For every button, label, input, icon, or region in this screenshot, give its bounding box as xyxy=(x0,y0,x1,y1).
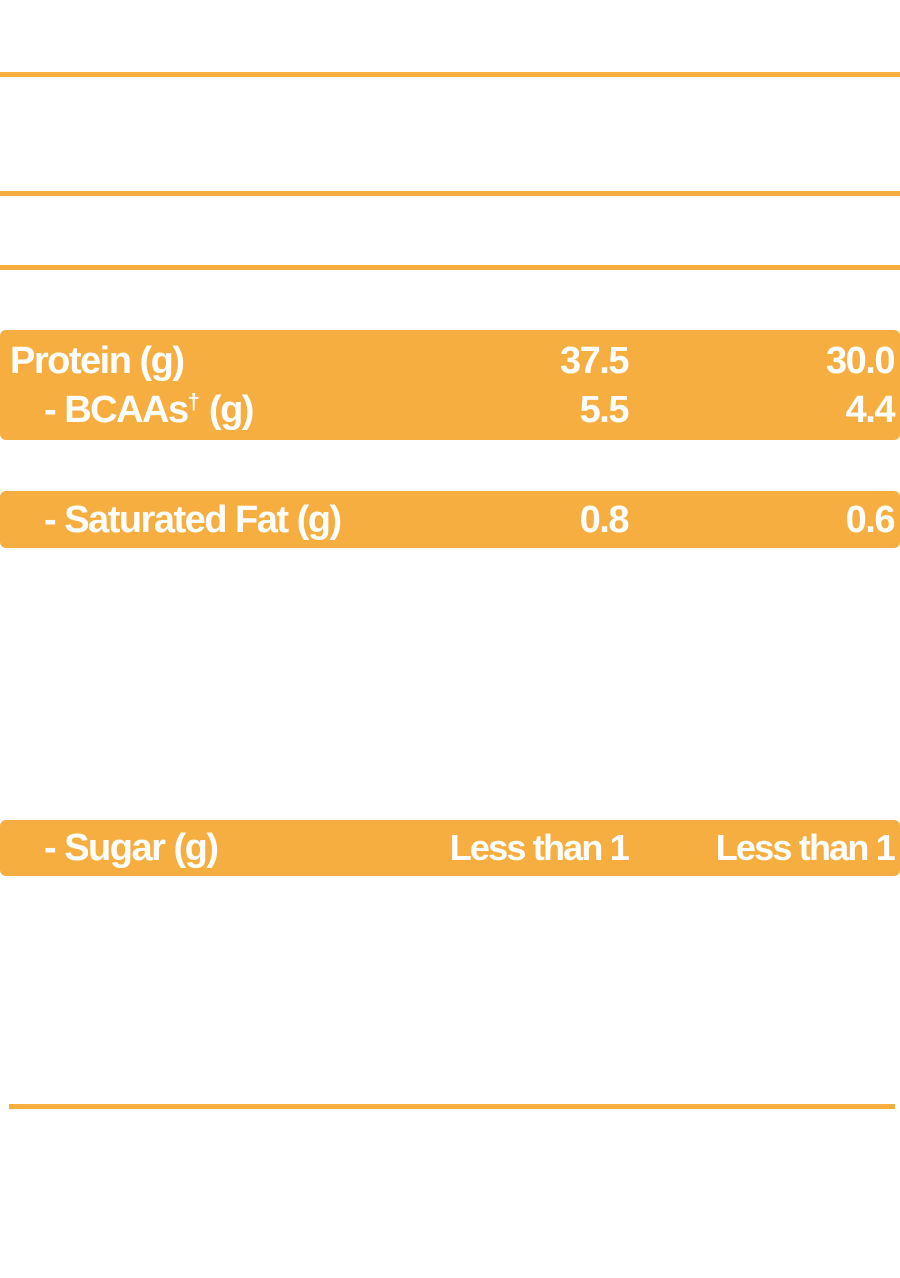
value-column-2: Less than 1 xyxy=(715,827,896,868)
nutrition-row-bcaas: - BCAAs† (g) 5.5 4.4 xyxy=(0,387,900,433)
nutrition-row-sugar: - Sugar (g) Less than 1 Less than 1 xyxy=(0,825,900,871)
value-column-1: 37.5 xyxy=(560,340,629,382)
value-column-1: 5.5 xyxy=(579,389,630,431)
row-label: - Saturated Fat (g) xyxy=(44,499,342,541)
divider-2 xyxy=(0,191,900,196)
row-label: Protein (g) xyxy=(10,340,185,382)
row-label: - BCAAs† (g) xyxy=(44,387,255,433)
dagger-footnote-mark: † xyxy=(187,389,200,414)
value-column-2: 4.4 xyxy=(845,389,896,431)
value-column-1: 0.8 xyxy=(579,499,630,541)
divider-top xyxy=(0,72,900,77)
row-label-text: - BCAAs xyxy=(44,389,189,431)
row-label: - Sugar (g) xyxy=(44,827,219,869)
divider-3 xyxy=(0,265,900,270)
highlight-band-saturated-fat: - Saturated Fat (g) 0.8 0.6 xyxy=(0,491,900,548)
highlight-band-protein: Protein (g) 37.5 30.0 - BCAAs† (g) 5.5 4… xyxy=(0,330,900,440)
nutrition-row-protein: Protein (g) 37.5 30.0 xyxy=(0,338,900,384)
value-column-1: Less than 1 xyxy=(449,827,630,868)
nutrition-row-saturated-fat: - Saturated Fat (g) 0.8 0.6 xyxy=(0,497,900,543)
divider-bottom xyxy=(9,1104,895,1109)
row-label-unit: (g) xyxy=(199,389,255,431)
highlight-band-sugar: - Sugar (g) Less than 1 Less than 1 xyxy=(0,820,900,876)
value-column-2: 0.6 xyxy=(845,499,896,541)
value-column-2: 30.0 xyxy=(826,340,895,382)
